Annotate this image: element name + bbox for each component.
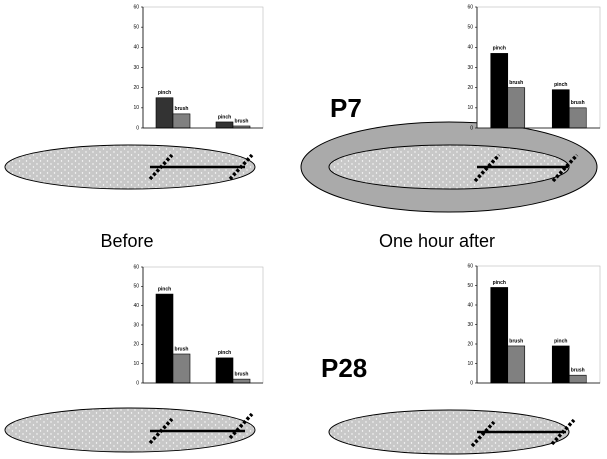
y-tick-label: 50 [467,283,473,289]
bar-chart: 0 10 20 30 40 50 60 pinch brush pinch brush [133,264,264,386]
bar [215,357,234,384]
y-tick-label: 50 [467,24,473,30]
y-tick-label: 50 [133,24,139,30]
y-tick-label: 10 [467,361,473,367]
row-label: P7 [330,93,362,123]
y-tick-label: 60 [133,264,139,270]
bar-label: pinch [493,280,506,286]
y-tick-label: 0 [470,380,473,386]
bar-chart: 0 10 20 30 40 50 60 pinch brush pinch brush [467,4,601,131]
y-tick-label: 60 [467,263,473,269]
bar-label: pinch [158,90,171,96]
y-tick-label: 30 [133,322,139,328]
bar [215,121,234,129]
y-tick-label: 50 [133,284,139,290]
row-label: P28 [321,353,367,383]
bar-label: brush [175,106,189,112]
bar-label: brush [235,371,249,377]
y-tick-label: 20 [133,342,139,348]
y-tick-label: 20 [133,85,139,91]
y-tick-label: 20 [467,341,473,347]
y-tick-label: 0 [470,125,473,131]
y-tick-label: 0 [136,125,139,131]
bar [172,113,191,129]
bar [551,89,570,129]
bar-label: brush [571,100,585,106]
tissue-before-p7 [4,144,256,190]
column-label: One hour after [379,231,495,251]
bar-label: brush [571,368,585,374]
y-tick-label: 0 [136,380,139,386]
bar-label: pinch [218,350,231,356]
bar-label: pinch [158,286,171,292]
bar-label: pinch [554,338,567,344]
bar-label: brush [175,346,189,352]
bar [232,378,251,384]
y-tick-label: 40 [467,45,473,51]
bar-chart: 0 10 20 30 40 50 60 pinch brush pinch brush [467,263,601,386]
tissue-before-p28 [4,407,256,453]
bar-label: pinch [493,46,506,52]
bar [507,87,526,129]
bar [490,53,509,129]
bar [568,374,587,384]
bar [155,97,174,129]
y-tick-label: 60 [133,4,139,10]
bar-label: brush [235,118,249,124]
column-label: Before [100,231,153,251]
y-tick-label: 60 [467,4,473,10]
bar-label: pinch [554,82,567,88]
y-tick-label: 10 [467,105,473,111]
y-tick-label: 40 [467,302,473,308]
y-tick-label: 10 [133,361,139,367]
bar-chart: 0 10 20 30 40 50 60 pinch brush pinch brush [133,4,264,131]
tissue-after-p7 [300,121,598,213]
y-tick-label: 20 [467,85,473,91]
bar-label: brush [509,80,523,86]
y-tick-label: 10 [133,105,139,111]
tissue-after-p28 [328,409,576,455]
bar [490,287,509,384]
y-tick-label: 30 [467,65,473,71]
y-tick-label: 30 [467,322,473,328]
y-tick-label: 40 [133,303,139,309]
bar [507,345,526,384]
bar-label: pinch [218,114,231,120]
y-tick-label: 40 [133,45,139,51]
y-tick-label: 30 [133,65,139,71]
bar [551,345,570,384]
bar-label: brush [509,338,523,344]
bar [155,293,174,384]
bar [568,107,587,129]
bar [172,353,191,384]
